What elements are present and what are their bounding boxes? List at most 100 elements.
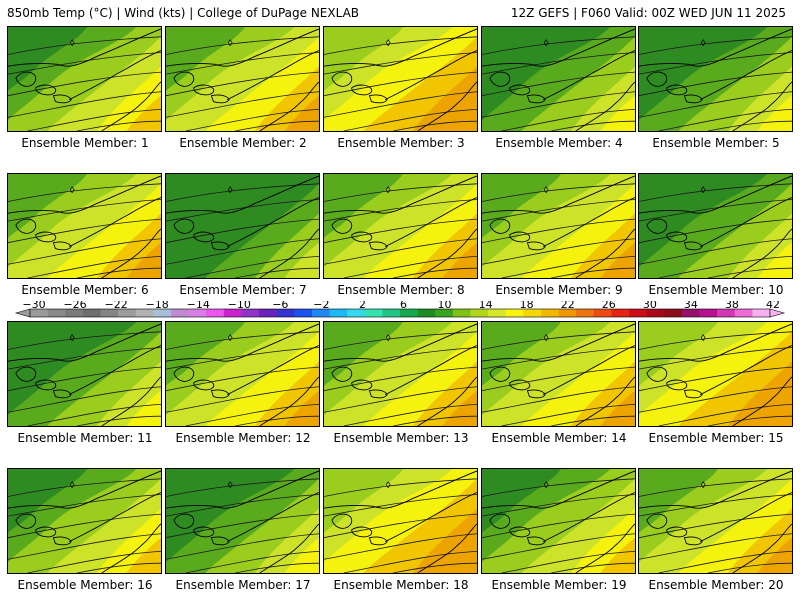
contour-line <box>482 91 635 118</box>
colorbar-segment <box>118 309 137 317</box>
temperature-map <box>324 174 477 278</box>
coastline <box>15 71 37 87</box>
coastline <box>8 323 161 362</box>
ensemble-map-panel[interactable] <box>165 173 320 279</box>
contour-line <box>166 533 319 560</box>
coastline <box>385 197 477 247</box>
contour-line <box>551 415 635 426</box>
colorbar-segment <box>241 309 260 317</box>
contour-line <box>324 91 477 118</box>
coastline <box>193 231 215 243</box>
contour-line <box>8 183 161 202</box>
ensemble-map-panel[interactable] <box>323 173 478 279</box>
ensemble-map-panel[interactable] <box>165 321 320 427</box>
coastline <box>35 526 57 538</box>
temperature-band <box>324 322 403 386</box>
contour-line <box>8 533 161 560</box>
contour-line <box>482 199 635 222</box>
ensemble-map-panel[interactable] <box>7 321 162 427</box>
contour-line <box>343 551 477 573</box>
coastline <box>543 492 635 542</box>
temperature-map <box>166 322 319 426</box>
colorbar-segment <box>100 309 119 317</box>
ensemble-member-label: Ensemble Member: 17 <box>175 578 311 592</box>
ensemble-map-panel[interactable] <box>165 26 320 132</box>
coastline <box>69 345 161 395</box>
coastline <box>210 241 230 251</box>
ensemble-map-panel[interactable] <box>7 26 162 132</box>
coastline <box>331 513 353 529</box>
contour-line <box>324 52 477 75</box>
ensemble-map-panel[interactable] <box>481 468 636 574</box>
contour-line <box>639 478 792 497</box>
contour-line <box>639 183 792 202</box>
ensemble-member-label: Ensemble Member: 11 <box>17 431 153 445</box>
temperature-band <box>639 27 718 91</box>
ensemble-map-panel[interactable] <box>323 468 478 574</box>
temperature-map <box>639 27 792 131</box>
ensemble-map-panel[interactable] <box>638 26 793 132</box>
ensemble-map-panel[interactable] <box>7 173 162 279</box>
ensemble-member-label: Ensemble Member: 4 <box>495 136 623 150</box>
ensemble-map-panel[interactable] <box>7 468 162 574</box>
colorbar-segment <box>611 309 630 317</box>
ensemble-map-panel[interactable] <box>323 321 478 427</box>
contour-line <box>324 183 477 202</box>
coastline <box>417 81 477 131</box>
colorbar-segment <box>488 309 507 317</box>
ensemble-map-panel[interactable] <box>323 26 478 132</box>
coastline <box>210 536 230 546</box>
coastline <box>193 379 215 391</box>
ensemble-map-panel[interactable] <box>481 173 636 279</box>
coastline <box>683 389 703 399</box>
ensemble-member-label: Ensemble Member: 18 <box>333 578 469 592</box>
contour-line <box>482 366 635 392</box>
contour-line <box>166 199 319 222</box>
coastline <box>368 94 388 104</box>
temperature-band <box>639 174 718 238</box>
temperature-map <box>482 174 635 278</box>
coastline <box>69 50 161 100</box>
temperature-map <box>482 469 635 573</box>
colorbar-segment <box>734 309 753 317</box>
coastline <box>351 379 373 391</box>
station-marker-icon <box>227 334 233 342</box>
colorbar-segment <box>593 309 612 317</box>
coastline <box>482 28 635 67</box>
contour-line <box>185 256 319 278</box>
coastline <box>639 470 792 509</box>
contour-line <box>639 91 792 118</box>
colorbar-segment <box>276 309 295 317</box>
ensemble-map-panel[interactable] <box>638 468 793 574</box>
ensemble-map-panel[interactable] <box>638 321 793 427</box>
contour-line <box>708 267 792 278</box>
coastline <box>368 536 388 546</box>
coastline <box>324 470 477 509</box>
colorbar-tick-label: −26 <box>63 301 86 311</box>
coastline <box>509 379 531 391</box>
colorbar-tick-label: 14 <box>479 301 493 311</box>
colorbar-segment <box>364 309 383 317</box>
ensemble-member-label: Ensemble Member: 19 <box>491 578 627 592</box>
contour-line <box>8 52 161 75</box>
coastline <box>700 492 792 542</box>
contour-line <box>324 386 477 413</box>
temperature-map <box>8 174 161 278</box>
station-marker-icon <box>700 39 706 47</box>
coastline <box>324 323 477 362</box>
ensemble-map-panel[interactable] <box>481 321 636 427</box>
temperature-band <box>482 469 561 533</box>
contour-line <box>27 256 161 278</box>
colorbar-tick-label: 42 <box>766 301 780 311</box>
contour-line <box>324 36 477 55</box>
ensemble-map-panel[interactable] <box>638 173 793 279</box>
coastline <box>259 228 319 278</box>
coastline <box>15 366 37 382</box>
coastline <box>639 175 792 214</box>
ensemble-map-panel[interactable] <box>165 468 320 574</box>
temperature-map <box>8 469 161 573</box>
colorbar-tick-label: −10 <box>228 301 251 311</box>
coastline <box>417 228 477 278</box>
ensemble-map-panel[interactable] <box>481 26 636 132</box>
colorbar-segment <box>558 309 577 317</box>
